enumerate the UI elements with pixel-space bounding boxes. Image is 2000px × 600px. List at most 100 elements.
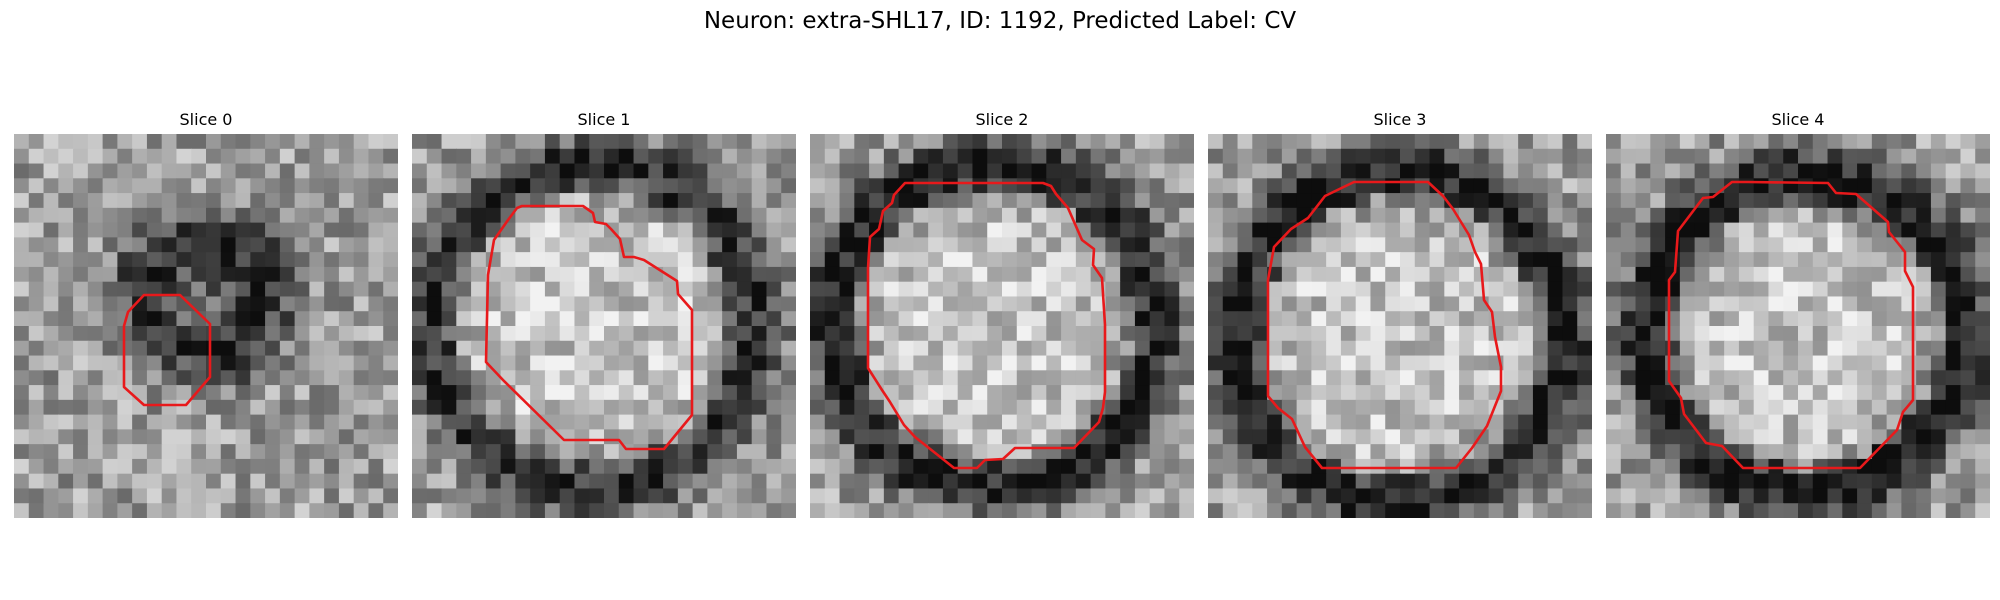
image-pixel (751, 429, 768, 445)
image-pixel (1267, 444, 1283, 460)
image-pixel (574, 148, 590, 165)
image-pixel (1016, 266, 1033, 283)
image-pixel (1252, 207, 1268, 224)
image-pixel (368, 355, 384, 371)
image-pixel (87, 134, 104, 150)
image-pixel (1857, 252, 1873, 268)
image-pixel (1886, 399, 1902, 416)
image-pixel (426, 355, 443, 371)
image-pixel (1134, 266, 1151, 283)
image-pixel (1827, 370, 1843, 386)
image-pixel (412, 311, 428, 327)
image-pixel (500, 148, 516, 165)
image-pixel (132, 207, 148, 224)
image-pixel (441, 134, 457, 150)
image-pixel (1547, 444, 1564, 460)
image-pixel (1444, 178, 1460, 194)
image-pixel (1503, 281, 1519, 298)
image-pixel (279, 134, 296, 150)
image-pixel (132, 266, 148, 283)
image-pixel (1827, 326, 1843, 342)
image-pixel (1871, 266, 1888, 283)
image-pixel (1252, 355, 1268, 371)
image-pixel (1798, 340, 1814, 357)
image-pixel (1694, 252, 1710, 268)
image-pixel (1016, 473, 1033, 490)
image-pixel (530, 281, 546, 298)
image-pixel (530, 473, 546, 490)
image-pixel (1679, 458, 1696, 475)
image-pixel (1179, 252, 1194, 268)
image-pixel (1709, 414, 1725, 430)
image-pixel (1046, 148, 1062, 165)
image-pixel (1385, 370, 1401, 386)
image-pixel (942, 340, 959, 357)
image-pixel (957, 222, 974, 238)
image-pixel (1281, 370, 1298, 386)
image-pixel (1532, 134, 1549, 150)
image-pixel (1179, 148, 1194, 165)
image-pixel (692, 503, 708, 518)
image-pixel (1164, 429, 1180, 445)
image-pixel (957, 340, 974, 357)
image-pixel (1916, 134, 1932, 150)
image-pixel (810, 503, 826, 518)
image-pixel (692, 444, 708, 460)
image-pixel (1281, 148, 1298, 165)
image-pixel (176, 488, 192, 504)
image-pixel (485, 414, 502, 430)
image-pixel (515, 340, 531, 357)
image-pixel (1827, 163, 1843, 179)
image-pixel (972, 340, 988, 357)
image-pixel (235, 148, 251, 165)
image-pixel (1606, 458, 1622, 475)
image-pixel (441, 222, 457, 238)
image-pixel (1532, 207, 1549, 224)
image-pixel (441, 399, 457, 416)
image-pixel (1606, 252, 1622, 268)
image-pixel (1355, 340, 1372, 357)
image-pixel (707, 281, 723, 298)
image-pixel (1975, 385, 1990, 401)
image-pixel (618, 296, 635, 312)
image-pixel (1532, 237, 1549, 253)
image-pixel (810, 458, 826, 475)
image-pixel (957, 429, 974, 445)
image-pixel (1694, 266, 1710, 283)
image-pixel (456, 207, 472, 224)
image-pixel (426, 193, 443, 209)
image-pixel (1916, 326, 1932, 342)
image-pixel (633, 281, 649, 298)
image-pixel (1562, 148, 1578, 165)
image-pixel (1871, 148, 1888, 165)
image-pixel (1061, 414, 1077, 430)
image-pixel (1606, 370, 1622, 386)
image-pixel (810, 237, 826, 253)
image-pixel (1061, 326, 1077, 342)
image-pixel (1577, 503, 1592, 518)
image-pixel (1120, 444, 1136, 460)
image-pixel (1400, 178, 1416, 194)
image-pixel (1179, 340, 1194, 357)
image-pixel (1046, 355, 1062, 371)
image-pixel (28, 296, 45, 312)
image-pixel (383, 414, 398, 430)
image-pixel (1444, 326, 1460, 342)
image-pixel (73, 355, 89, 371)
image-pixel (485, 134, 502, 150)
image-pixel (146, 252, 163, 268)
image-pixel (987, 326, 1003, 342)
image-pixel (736, 222, 753, 238)
image-pixel (220, 399, 237, 416)
image-pixel (146, 385, 163, 401)
image-pixel (1577, 207, 1592, 224)
image-pixel (368, 311, 384, 327)
image-pixel (265, 148, 281, 165)
image-pixel (1105, 281, 1121, 298)
image-pixel (28, 281, 45, 298)
image-pixel (1724, 458, 1740, 475)
image-pixel (1724, 414, 1740, 430)
image-pixel (883, 163, 900, 179)
image-pixel (618, 370, 635, 386)
image-pixel (913, 326, 929, 342)
